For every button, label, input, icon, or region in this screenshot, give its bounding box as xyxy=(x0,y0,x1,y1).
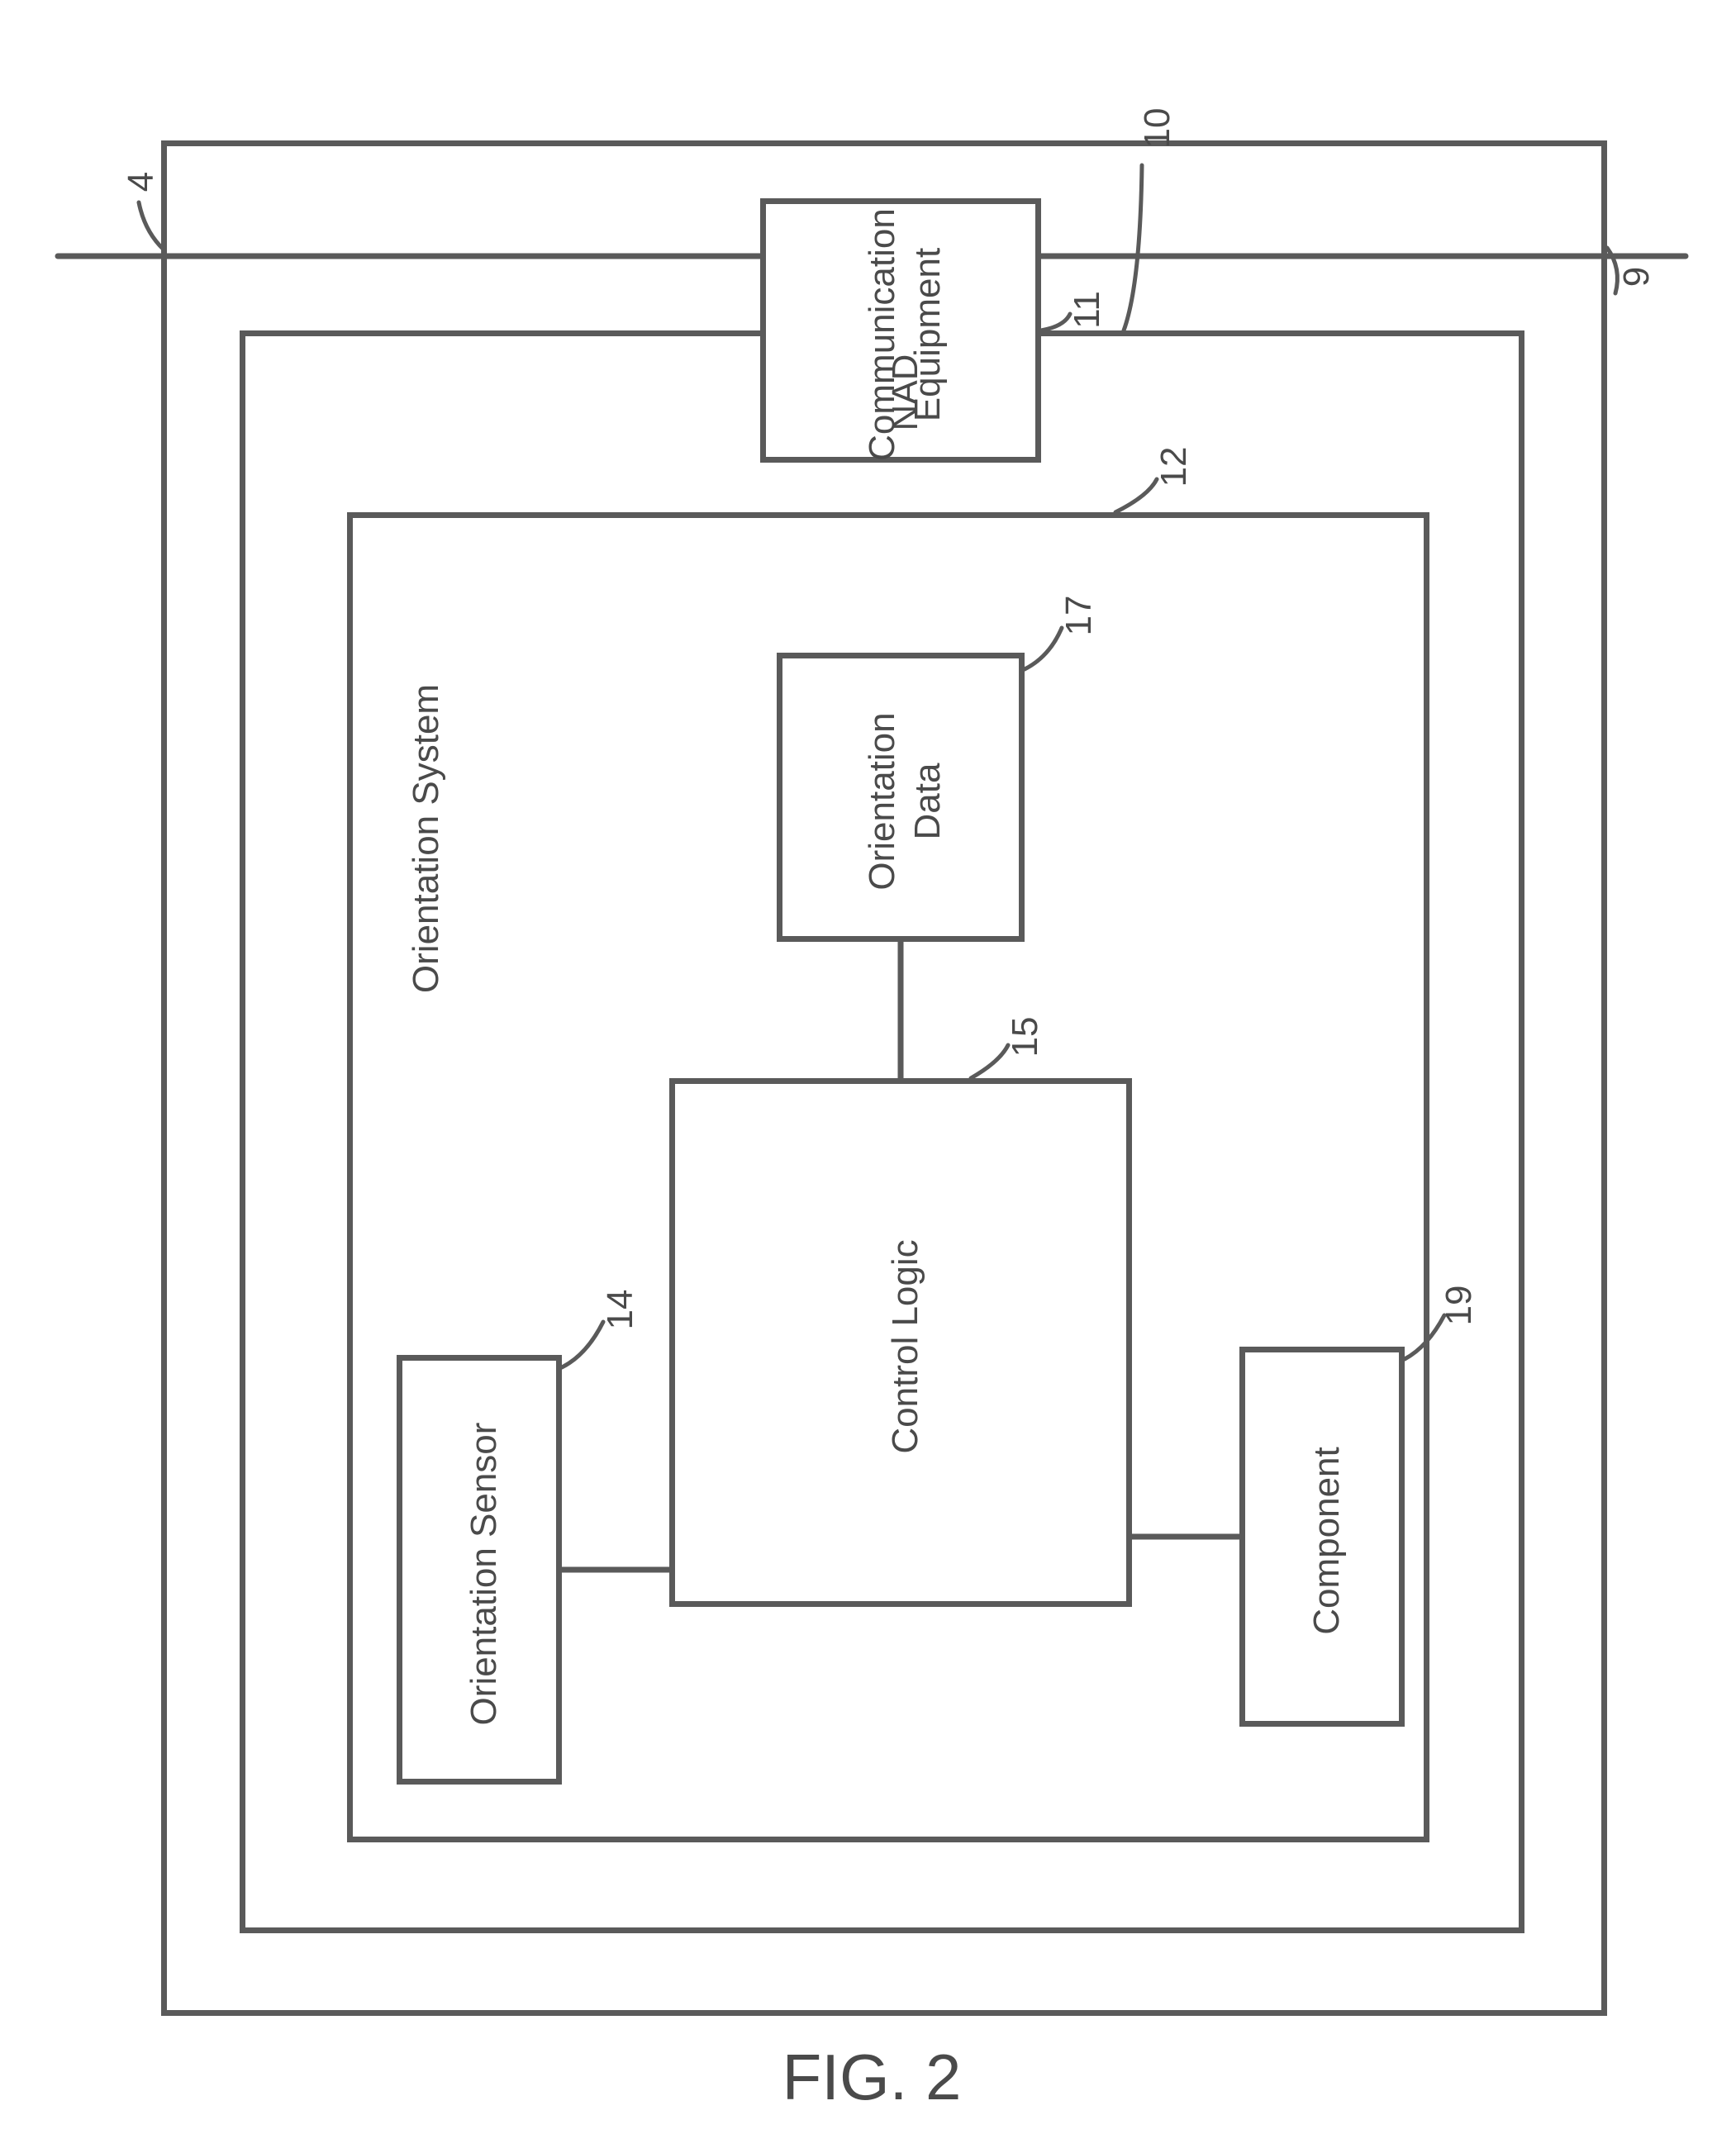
ref-19: 19 xyxy=(1454,1301,1463,1309)
ref-10: 10 xyxy=(1153,124,1161,132)
orientation-data-label: Orientation Data xyxy=(901,797,909,806)
ref-9: 9 xyxy=(1632,273,1640,281)
orientation-sensor-label: Orientation Sensor xyxy=(479,1570,488,1578)
orientation-system-label: Orientation System xyxy=(421,834,430,843)
ref-12: 12 xyxy=(1169,463,1177,471)
ref-15: 15 xyxy=(1020,1033,1029,1041)
diagram-stage: NAD Communication Equipment Orientation … xyxy=(0,0,1736,2153)
ref-17: 17 xyxy=(1074,611,1082,620)
component-label: Component xyxy=(1322,1537,1330,1545)
comm-equipment-label: Communication Equipment xyxy=(901,330,909,339)
control-logic-label: Control Logic xyxy=(901,1343,909,1351)
ref-4: 4 xyxy=(136,178,145,186)
figure-caption: FIG. 2 xyxy=(868,2074,876,2082)
ref-11: 11 xyxy=(1082,306,1091,314)
ref-14: 14 xyxy=(616,1305,624,1314)
